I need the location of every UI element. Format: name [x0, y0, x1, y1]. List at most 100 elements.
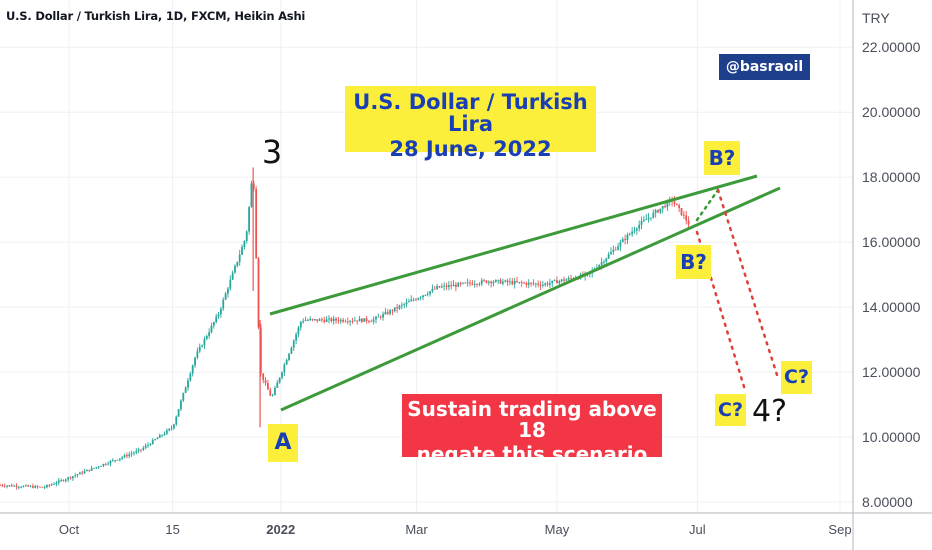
candle-body — [234, 265, 236, 273]
candle-body — [339, 319, 342, 322]
title-note-line1: U.S. Dollar / Turkish Lira — [353, 90, 588, 137]
price-tick-label: 14.00000 — [862, 299, 921, 315]
candle-body — [330, 318, 333, 322]
candle-body — [243, 241, 246, 248]
candle-body — [128, 454, 131, 457]
time-tick-label: Sep — [828, 522, 851, 537]
candle-body — [405, 302, 408, 305]
candle-body — [626, 234, 629, 241]
candle-body — [368, 321, 370, 322]
candle-body — [133, 452, 135, 454]
candle-body — [605, 258, 608, 262]
candle-body — [393, 307, 396, 312]
candle-body — [71, 476, 74, 479]
candle-body — [57, 480, 60, 483]
candle-body — [342, 319, 344, 322]
candle-body — [297, 327, 300, 335]
warning-note: Sustain trading above 18 negate this sce… — [402, 394, 662, 465]
candle-body — [410, 299, 413, 302]
candle-body — [93, 467, 95, 469]
candle-body — [518, 281, 521, 283]
candle-body — [614, 249, 617, 251]
candle-body — [27, 485, 30, 487]
candle-body — [208, 332, 211, 337]
candle-body — [24, 485, 27, 487]
candle-body — [201, 345, 203, 347]
candle-body — [400, 304, 403, 306]
candle-body — [299, 321, 302, 328]
wave-b-lower-label: B? — [676, 245, 711, 279]
candle-body — [163, 433, 166, 435]
candle-body — [142, 447, 145, 450]
candle-body — [664, 206, 666, 208]
candle-body — [22, 485, 25, 487]
price-tick-label: 18.00000 — [862, 169, 921, 185]
candle-body — [433, 288, 436, 290]
candle-body — [295, 334, 297, 341]
price-axis-labels: 8.00000 10.00000 12.00000 14.00000 16.00000 1… — [862, 10, 921, 510]
candle-body — [635, 228, 638, 231]
candle-body — [316, 319, 319, 321]
candle-body — [224, 293, 227, 300]
candle-body — [473, 284, 476, 286]
candle-body — [140, 449, 142, 451]
candle-body — [302, 320, 305, 322]
candle-body — [304, 320, 307, 322]
candle-body — [480, 280, 483, 284]
candle-body — [3, 485, 6, 487]
candle-body — [621, 239, 624, 243]
candle-body — [551, 280, 554, 284]
candle-body — [546, 283, 549, 285]
candle-body — [497, 279, 500, 281]
wave-a-label: A — [268, 424, 298, 462]
candle-body — [603, 261, 605, 263]
projection-to-b-upper — [695, 188, 720, 222]
candle-body — [650, 217, 652, 219]
candle-body — [79, 472, 81, 475]
candle-body — [285, 359, 288, 365]
candle-body — [137, 449, 140, 451]
candle-body — [238, 254, 241, 262]
price-tick-label: 12.00000 — [862, 364, 921, 380]
candle-body — [90, 468, 93, 471]
candle-body — [363, 318, 366, 322]
candle-body — [523, 282, 525, 284]
candle-body — [67, 477, 70, 480]
candle-body — [445, 285, 448, 287]
candle-body — [675, 203, 678, 206]
candle-body — [356, 320, 359, 322]
candle-body — [236, 261, 239, 266]
wave-4-label: 4? — [752, 394, 788, 429]
candle-body — [337, 320, 340, 322]
wave-c-right-label: C? — [781, 361, 812, 394]
time-tick-label: 2022 — [266, 522, 295, 537]
candle-body — [436, 286, 438, 289]
candle-body — [502, 281, 504, 284]
candle-body — [556, 280, 558, 284]
candle-body — [678, 205, 681, 209]
wave-3-label: 3 — [261, 133, 283, 171]
candle-body — [476, 284, 478, 286]
candle-body — [250, 183, 253, 208]
candle-body — [34, 486, 37, 488]
price-tick-label: 10.00000 — [862, 429, 921, 445]
candle-body — [398, 305, 401, 309]
candle-body — [17, 486, 20, 488]
candle-body — [412, 299, 415, 301]
candle-body — [177, 409, 180, 417]
candle-body — [281, 372, 283, 378]
candle-body — [506, 280, 509, 283]
candle-body — [194, 357, 196, 366]
candle-body — [560, 279, 563, 282]
candle-body — [118, 458, 121, 460]
candle-body — [271, 394, 274, 396]
candle-body — [46, 485, 48, 488]
candle-body — [328, 318, 330, 320]
candle-body — [344, 321, 347, 323]
currency-label: TRY — [862, 10, 890, 26]
candle-body — [229, 279, 232, 289]
candle-body — [306, 320, 309, 321]
candle-body — [499, 279, 502, 284]
candle-body — [278, 377, 281, 383]
